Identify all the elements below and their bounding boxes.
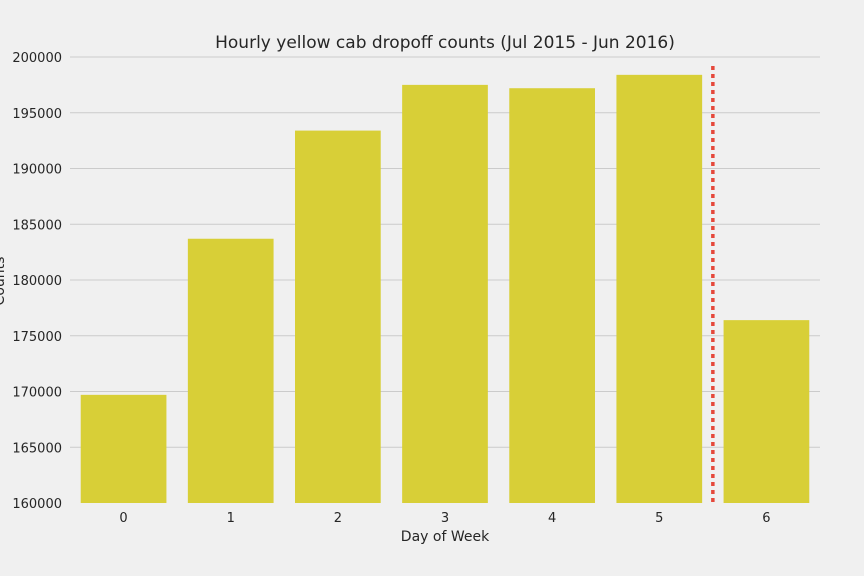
- x-tick-label: 6: [762, 511, 770, 526]
- bar: [295, 130, 381, 503]
- x-tick-label: 1: [227, 511, 235, 526]
- bar: [616, 74, 703, 503]
- x-tick-label: 2: [334, 511, 342, 526]
- x-tick-label: 0: [119, 511, 127, 526]
- bars: [80, 74, 810, 503]
- y-tick-label: 180000: [12, 274, 62, 289]
- y-axis-label: Counts: [0, 257, 8, 306]
- y-axis-ticks: 160000 165000 170000 175000 180000 185000 1900…: [12, 51, 62, 512]
- y-tick-label: 160000: [12, 497, 62, 512]
- x-tick-label: 5: [655, 511, 663, 526]
- y-tick-label: 175000: [12, 330, 62, 345]
- x-tick-label: 3: [441, 511, 449, 526]
- y-tick-label: 165000: [12, 441, 62, 456]
- x-axis-label: Day of Week: [401, 529, 490, 545]
- y-tick-label: 200000: [12, 51, 62, 66]
- x-tick-label: 4: [548, 511, 556, 526]
- y-tick-label: 195000: [12, 107, 62, 122]
- bar: [402, 84, 488, 503]
- bar: [187, 238, 274, 503]
- bar: [509, 88, 595, 503]
- chart-title: Hourly yellow cab dropoff counts (Jul 20…: [215, 33, 675, 53]
- x-axis-ticks: 0 1 2 3 4 5 6: [119, 511, 770, 526]
- bar: [723, 320, 810, 503]
- y-tick-label: 170000: [12, 386, 62, 401]
- y-tick-label: 185000: [12, 218, 62, 233]
- bar: [80, 394, 167, 503]
- y-tick-label: 190000: [12, 163, 62, 178]
